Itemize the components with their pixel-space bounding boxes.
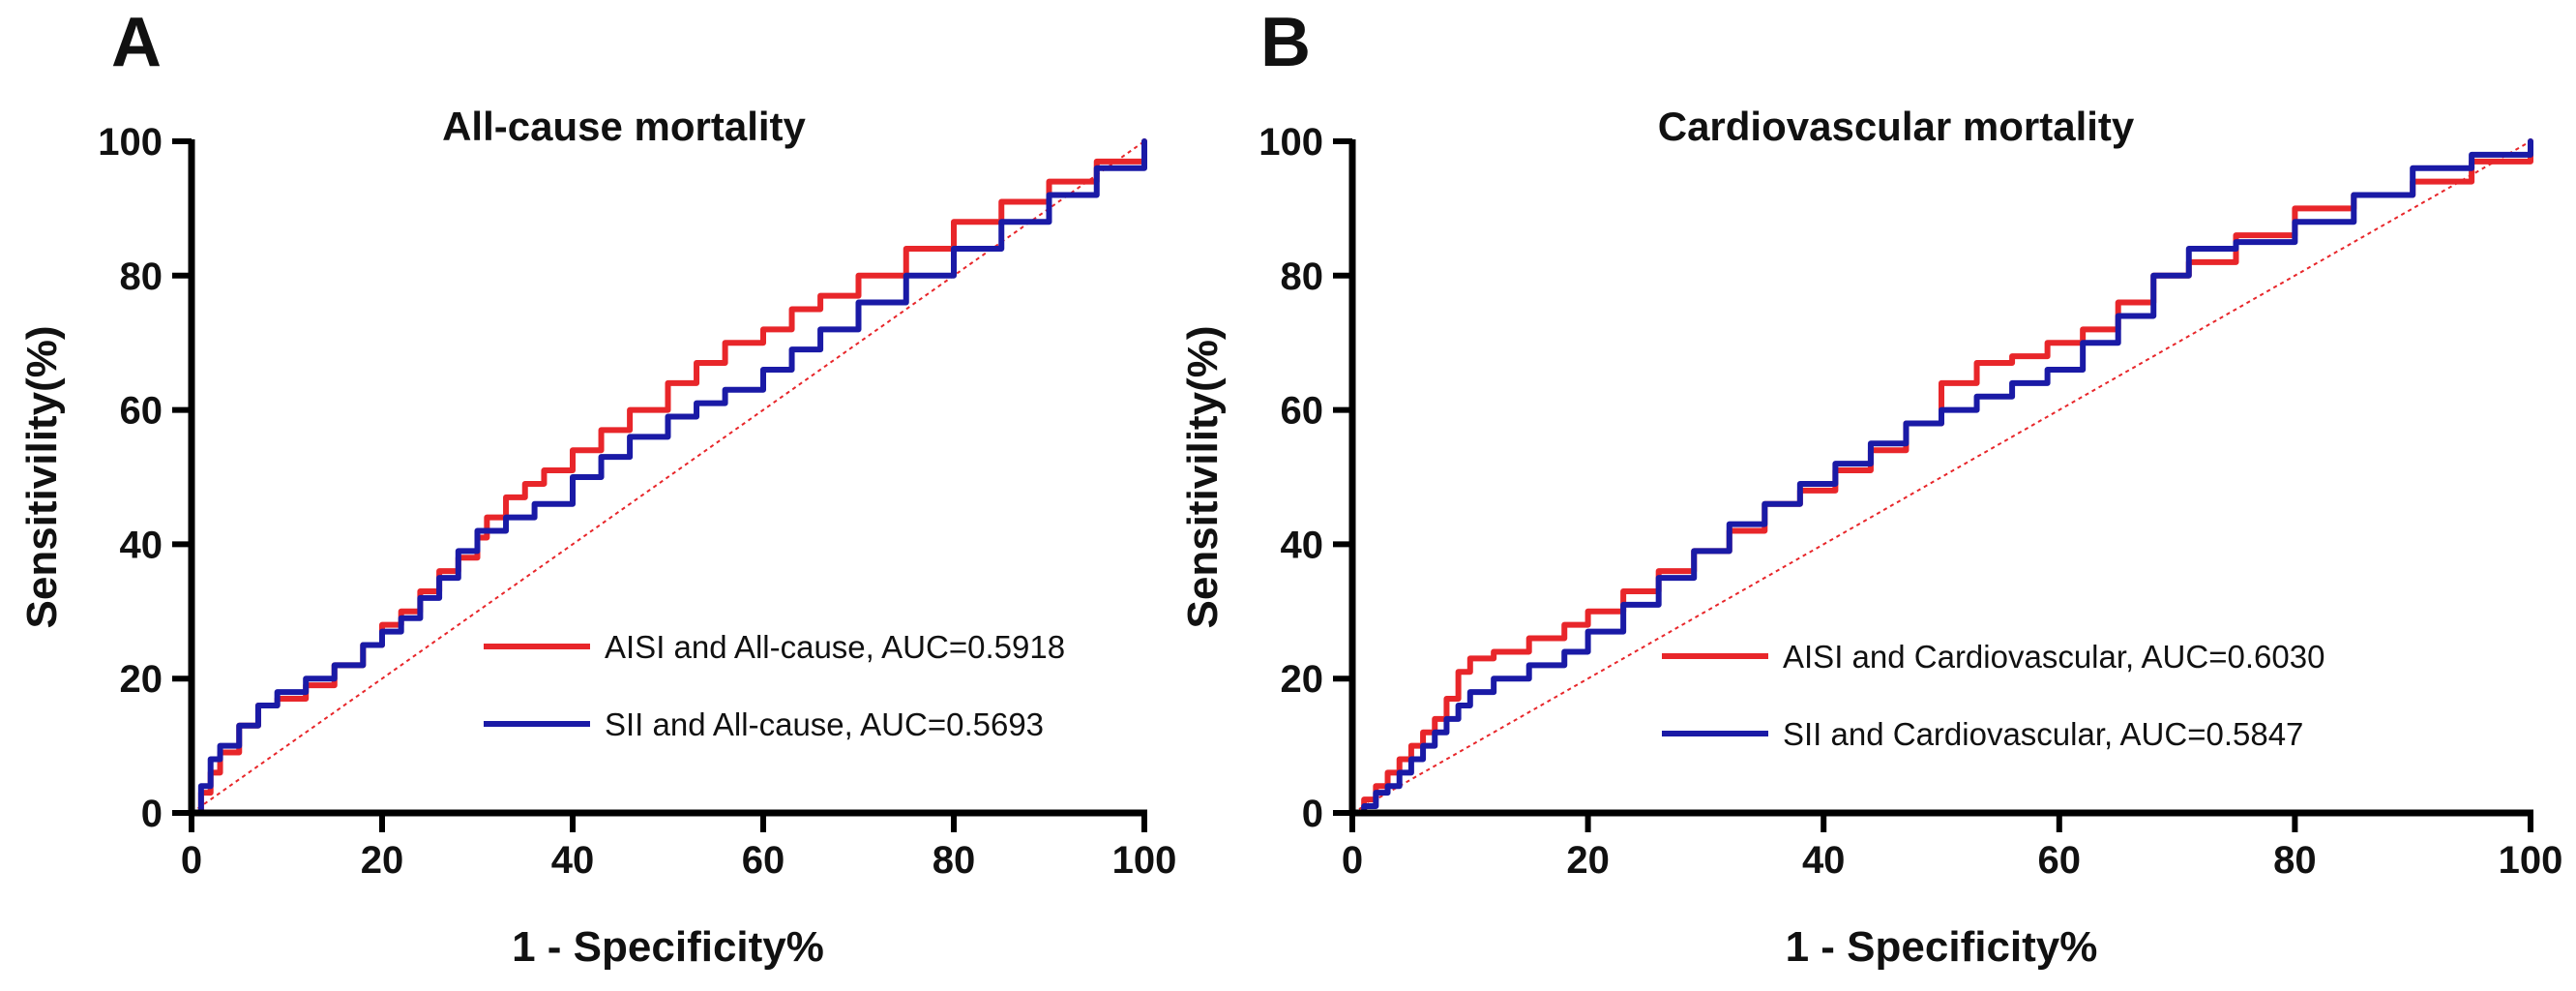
chart-title: All-cause mortality: [442, 104, 806, 149]
legend-label-1: SII and Cardiovascular, AUC=0.5847: [1783, 716, 2303, 752]
x-tick-label: 20: [1566, 839, 1610, 882]
panel-cardiovascular: B Cardiovascular mortality 0 20 40 60 80 100 0 20…: [1179, 4, 2562, 971]
legend-label-1: SII and All-cause, AUC=0.5693: [605, 706, 1044, 742]
y-tick-label: 20: [1281, 658, 1324, 701]
x-tick-label: 20: [361, 839, 404, 882]
legend: AISI and Cardiovascular, AUC=0.6030 SII a…: [1662, 639, 2324, 752]
y-tick-label: 100: [1258, 121, 1323, 164]
y-tick-label: 60: [120, 390, 163, 433]
x-axis-title: 1 - Specificity%: [512, 923, 824, 971]
y-tick-label: 80: [1281, 255, 1324, 298]
legend: AISI and All-cause, AUC=0.5918 SII and Al…: [484, 629, 1065, 742]
reference-diagonal-line: [1351, 140, 2532, 814]
series-line-1: [189, 138, 1147, 816]
y-tick-label: 40: [1281, 524, 1324, 566]
x-tick-label: 0: [181, 839, 202, 882]
reference-diagonal-line: [191, 140, 1145, 814]
y-tick-label: 60: [1281, 390, 1324, 433]
panel-letter: B: [1260, 4, 1311, 81]
x-tick-label: 100: [2499, 839, 2563, 882]
panel-all-cause: A All-cause mortality 0 20 40 60 80 100 0 20 40 60 8…: [18, 4, 1176, 971]
x-tick-label: 0: [1342, 839, 1363, 882]
y-tick-label: 80: [120, 255, 163, 298]
y-tick-label: 40: [120, 524, 163, 566]
x-tick-label: 60: [742, 839, 785, 882]
x-tick-label: 100: [1112, 839, 1177, 882]
x-tick-label: 80: [2273, 839, 2317, 882]
y-tick-label: 100: [98, 121, 163, 164]
panel-letter: A: [111, 4, 162, 81]
y-tick-label: 0: [141, 793, 163, 835]
series-line-1: [1349, 138, 2533, 816]
y-axis-title: Sensitivility(%): [1179, 326, 1227, 629]
x-axis-title: 1 - Specificity%: [1786, 923, 2098, 971]
x-tick-label: 60: [2038, 839, 2082, 882]
legend-label-0: AISI and All-cause, AUC=0.5918: [605, 629, 1065, 665]
y-tick-label: 20: [120, 658, 163, 701]
y-tick-label: 0: [1302, 793, 1323, 835]
legend-label-0: AISI and Cardiovascular, AUC=0.6030: [1783, 639, 2324, 675]
x-tick-label: 80: [933, 839, 976, 882]
y-axis-title: Sensitivility(%): [18, 326, 66, 629]
chart-title: Cardiovascular mortality: [1658, 104, 2135, 149]
x-tick-label: 40: [551, 839, 595, 882]
x-tick-label: 40: [1802, 839, 1846, 882]
